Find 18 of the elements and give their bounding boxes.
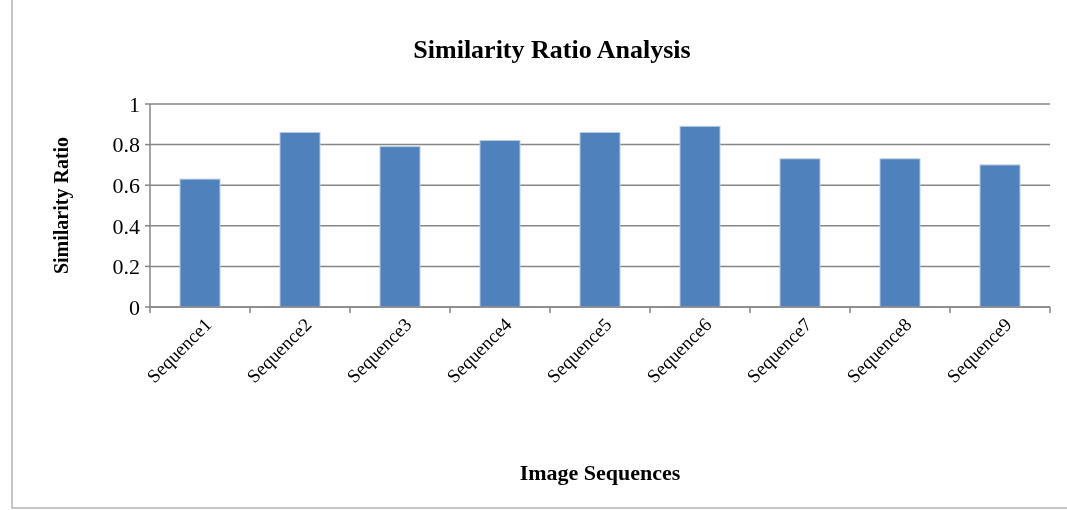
bar [879, 158, 921, 308]
bar [179, 178, 221, 308]
bar [579, 131, 621, 308]
y-axis-title: Similarity Ratio [50, 136, 73, 275]
bar [779, 158, 821, 308]
y-tick-label: 1 [129, 91, 140, 117]
chart-title: Similarity Ratio Analysis [413, 35, 691, 64]
y-tick-label: 0 [129, 294, 140, 320]
y-tick-label: 0.4 [112, 213, 140, 239]
y-tick-label: 0.6 [112, 172, 140, 198]
y-tick-label: 0.8 [112, 132, 140, 158]
bar [679, 125, 721, 308]
bar [479, 140, 521, 308]
bar [279, 131, 321, 308]
bar [379, 146, 421, 308]
x-axis-title: Image Sequences [519, 460, 681, 485]
bar [979, 164, 1021, 308]
y-tick-label: 0.2 [112, 254, 140, 280]
